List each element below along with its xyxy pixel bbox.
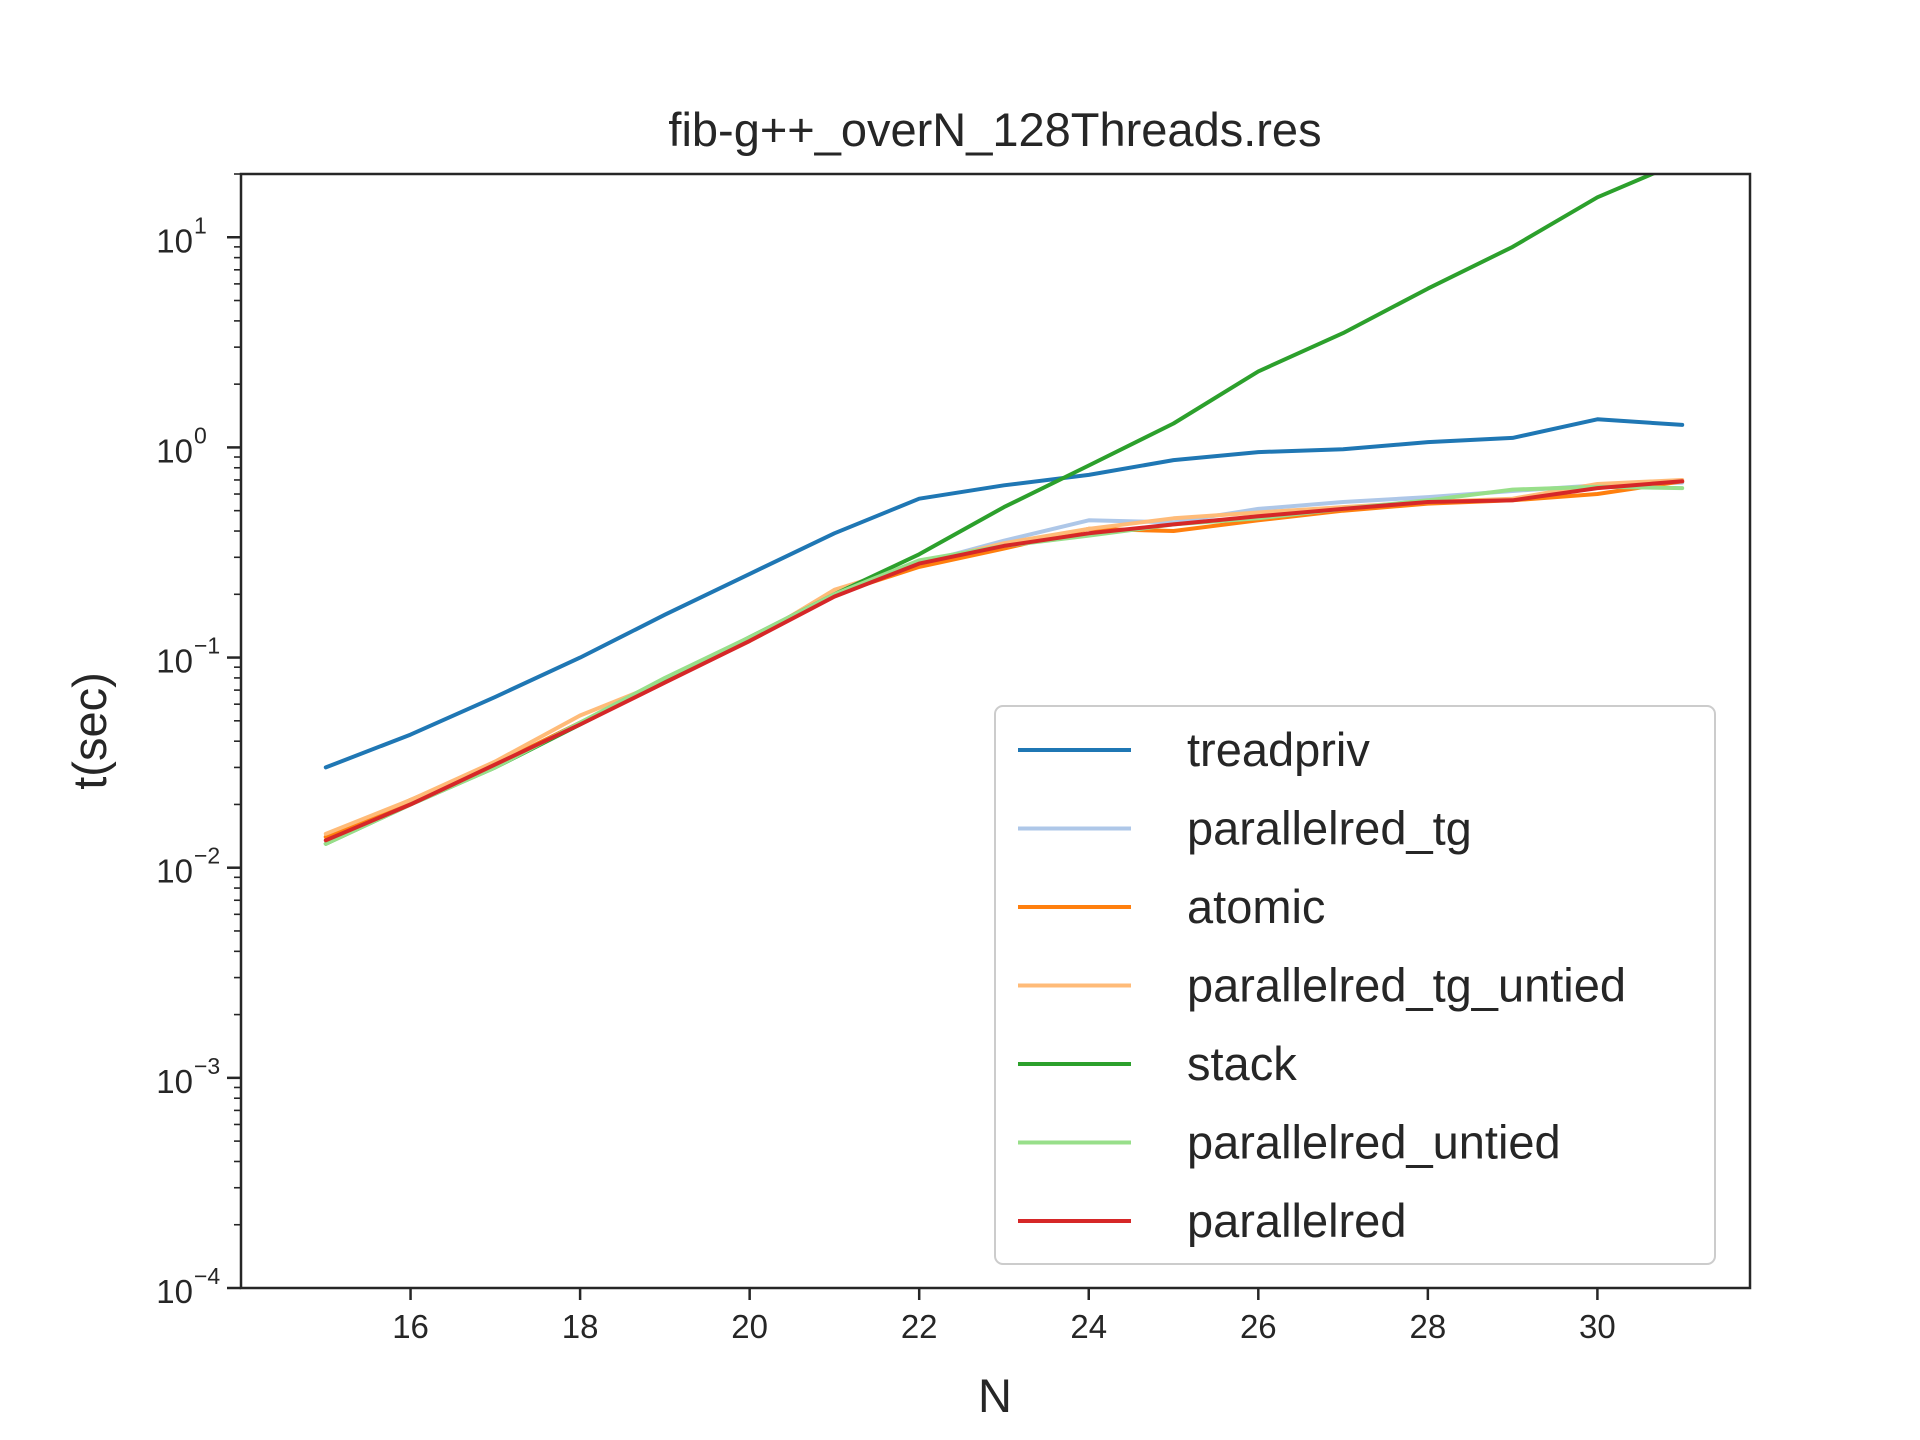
y-tick-label-exp: −3 — [194, 1053, 220, 1079]
x-tick-label: 18 — [562, 1308, 599, 1345]
y-tick-label-exp: −4 — [194, 1263, 220, 1289]
legend-label: stack — [1187, 1037, 1297, 1090]
y-tick-label-base: 10 — [156, 1063, 193, 1100]
y-tick-label-exp: 1 — [194, 212, 207, 238]
y-tick-label-base: 10 — [156, 222, 193, 259]
x-tick-label: 16 — [392, 1308, 429, 1345]
x-tick-label: 30 — [1579, 1308, 1616, 1345]
legend-box — [994, 705, 1716, 1265]
x-tick-label: 22 — [901, 1308, 938, 1345]
series-layer — [323, 174, 1685, 846]
x-tick-label: 20 — [731, 1308, 768, 1345]
y-tick-label-exp: −1 — [194, 633, 220, 659]
y-tick-label-base: 10 — [156, 643, 193, 680]
legend-label: parallelred_tg_untied — [1187, 959, 1626, 1012]
legend-label: parallelred — [1187, 1194, 1406, 1247]
legend-label: parallelred_tg — [1187, 802, 1472, 855]
x-tick-label: 24 — [1070, 1308, 1107, 1345]
legend-label: parallelred_untied — [1187, 1116, 1561, 1169]
y-axis-label: t(sec) — [63, 672, 116, 790]
series-line-parallelred — [323, 479, 1685, 843]
x-axis-ticks: 16 18 20 22 24 26 28 30 — [392, 1288, 1616, 1345]
chart-title: fib-g++_overN_128Threads.res — [668, 103, 1321, 156]
y-tick-label-exp: −2 — [194, 843, 220, 869]
legend-label: atomic — [1187, 880, 1325, 933]
series-line-treadpriv — [323, 417, 1685, 770]
y-tick-label-base: 10 — [156, 1273, 193, 1310]
x-axis-label: N — [978, 1369, 1012, 1422]
y-tick-label-base: 10 — [156, 432, 193, 469]
x-tick-label: 26 — [1240, 1308, 1277, 1345]
y-tick-label-exp: 0 — [194, 422, 207, 448]
x-tick-label: 28 — [1409, 1308, 1446, 1345]
y-tick-label-base: 10 — [156, 853, 193, 890]
legend-label: treadpriv — [1187, 723, 1370, 776]
plot-frame — [239, 172, 1752, 1290]
